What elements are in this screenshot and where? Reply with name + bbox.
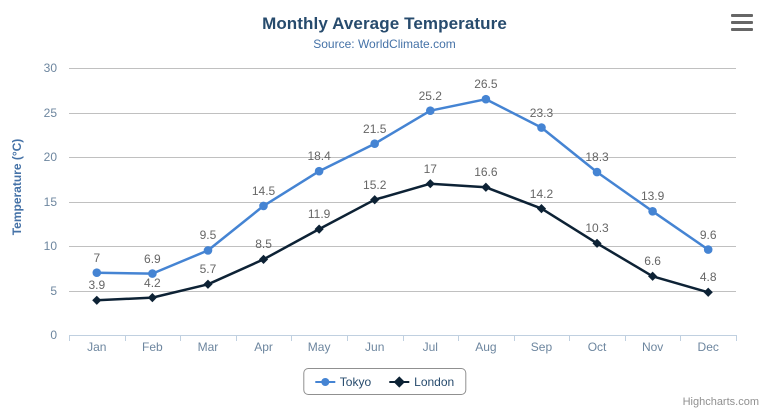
gridline	[69, 201, 736, 203]
data-label-london-dec: 4.8	[699, 270, 717, 285]
chart-legend: Tokyo London	[302, 368, 467, 395]
x-axis-tick	[624, 335, 626, 341]
x-axis-tick	[180, 335, 182, 341]
data-label-tokyo-may: 18.4	[307, 149, 331, 164]
x-axis-tick	[402, 335, 404, 341]
hamburger-menu-icon[interactable]	[731, 14, 755, 36]
x-axis-tick	[69, 335, 70, 341]
data-label-tokyo-nov: 13.9	[640, 189, 665, 204]
y-axis-tick-label: 25	[43, 105, 57, 120]
data-label-london-apr: 8.5	[255, 237, 272, 252]
data-label-tokyo-aug: 26.5	[474, 77, 498, 92]
hamburger-bar	[731, 21, 753, 24]
x-axis-tick-label: Aug	[475, 340, 497, 354]
x-axis-tick	[680, 335, 682, 341]
plot-area	[69, 68, 736, 336]
y-axis-tick-label: 20	[43, 150, 57, 164]
y-axis-tick-label: 10	[43, 239, 57, 253]
x-axis-tick-label: Sep	[530, 340, 553, 354]
legend-label: Tokyo	[339, 374, 372, 389]
y-axis-tick-label: 15	[43, 194, 57, 209]
data-label-tokyo-jul: 25.2	[418, 88, 442, 103]
x-axis-tick-label: Dec	[697, 340, 719, 354]
x-axis-tick	[124, 335, 126, 341]
x-axis-tick	[513, 335, 515, 341]
x-axis-tick-label: Nov	[641, 340, 664, 354]
gridline	[69, 68, 736, 69]
x-axis-tick-label: Feb	[142, 340, 163, 354]
data-label-london-oct: 10.3	[585, 221, 609, 236]
legend-item-tokyo[interactable]: Tokyo	[314, 374, 372, 389]
gridline	[69, 246, 736, 247]
data-label-london-sep: 14.2	[529, 186, 554, 201]
data-label-london-may: 11.9	[307, 207, 331, 222]
x-axis-tick	[291, 335, 293, 341]
data-label-tokyo-sep: 23.3	[529, 105, 554, 120]
gridline	[69, 112, 736, 114]
data-label-london-jul: 17	[423, 161, 437, 176]
chart-title: Monthly Average Temperature	[262, 14, 507, 33]
x-axis-tick-label: Jun	[365, 340, 385, 354]
x-axis-tick-label: May	[307, 340, 331, 354]
gridline	[69, 290, 736, 292]
legend-label: London	[414, 374, 455, 389]
data-label-tokyo-feb: 6.9	[144, 251, 161, 266]
data-label-london-aug: 16.6	[474, 165, 498, 180]
data-label-london-jun: 15.2	[363, 177, 387, 192]
x-axis-tick-label: Mar	[197, 340, 219, 354]
y-axis-tick-label: 30	[43, 61, 57, 75]
x-axis-tick-label: Jul	[422, 340, 438, 354]
data-label-tokyo-dec: 9.6	[699, 227, 717, 242]
y-axis-tick-label: 0	[50, 328, 57, 342]
x-axis-tick	[569, 335, 571, 341]
data-label-tokyo-mar: 9.5	[199, 228, 217, 243]
legend-symbol-london-icon	[389, 375, 410, 388]
data-label-tokyo-oct: 18.3	[585, 150, 609, 165]
hamburger-bar	[731, 14, 753, 17]
data-label-tokyo-jun: 21.5	[363, 121, 387, 136]
data-label-london-nov: 6.6	[644, 254, 661, 269]
legend-symbol-tokyo-icon	[314, 376, 335, 388]
chart-subtitle: Source: WorldClimate.com	[313, 37, 456, 51]
x-axis-tick-label: Oct	[587, 340, 607, 354]
credits-link[interactable]: Highcharts.com	[682, 396, 759, 408]
data-label-london-feb: 4.2	[144, 275, 161, 290]
x-axis-tick	[346, 335, 348, 341]
data-label-tokyo-jan: 7	[93, 250, 101, 265]
y-axis-tick-label: 5	[50, 283, 57, 298]
x-axis-tick	[736, 335, 737, 341]
x-axis-tick	[458, 335, 460, 341]
x-axis-tick-label: Jan	[87, 340, 107, 354]
legend-item-london[interactable]: London	[389, 375, 454, 389]
gridline	[69, 157, 736, 158]
x-axis-tick-label: Apr	[254, 340, 273, 354]
data-label-london-mar: 5.7	[199, 262, 217, 277]
data-label-tokyo-apr: 14.5	[251, 183, 276, 198]
x-axis-tick	[235, 335, 237, 341]
data-label-london-jan: 3.9	[88, 278, 106, 293]
hamburger-bar	[731, 28, 753, 31]
